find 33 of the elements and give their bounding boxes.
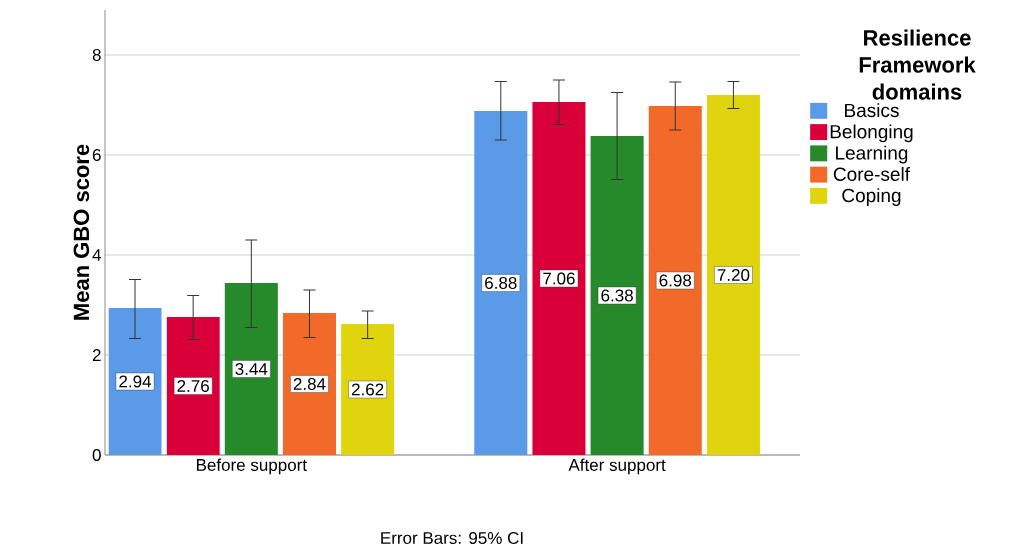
data-label: 2.76 <box>177 379 209 393</box>
bar <box>474 110 528 455</box>
bar <box>224 282 278 455</box>
data-label: 2.62 <box>351 383 384 396</box>
bar <box>706 94 760 455</box>
data-label: 6.38 <box>601 289 633 302</box>
bar <box>532 101 586 455</box>
data-label: 6.88 <box>485 276 517 290</box>
legend-label: Core-self <box>833 166 911 181</box>
bar <box>282 312 337 455</box>
legend-title: Resilience Framework domains <box>859 29 976 100</box>
data-label: 7.06 <box>543 272 575 285</box>
text: Error Bars: 95% CI <box>381 531 523 545</box>
y-tick-label: 2 <box>92 349 101 361</box>
x-tick-label: After support <box>568 458 666 475</box>
y-tick-label: 6 <box>92 148 101 162</box>
data-label: 3.44 <box>235 362 268 376</box>
data-label: 2.84 <box>293 377 326 391</box>
legend-label: Belonging <box>830 124 913 143</box>
data-label: 2.94 <box>119 375 152 388</box>
bar <box>648 105 702 455</box>
y-axis-title: Mean GBO score <box>73 144 90 320</box>
data-label: 7.20 <box>717 268 750 282</box>
x-tick-label: Before support <box>196 458 307 475</box>
y-tick-label: 8 <box>92 48 101 62</box>
legend-label: Basics <box>845 103 899 118</box>
bar <box>341 323 395 455</box>
y-tick-label: 4 <box>92 249 101 261</box>
y-tick-label: 0 <box>92 448 101 462</box>
legend-label: Coping <box>842 188 901 206</box>
data-label: 6.98 <box>659 274 692 287</box>
bar <box>590 135 644 455</box>
legend-label: Learning <box>836 145 908 164</box>
